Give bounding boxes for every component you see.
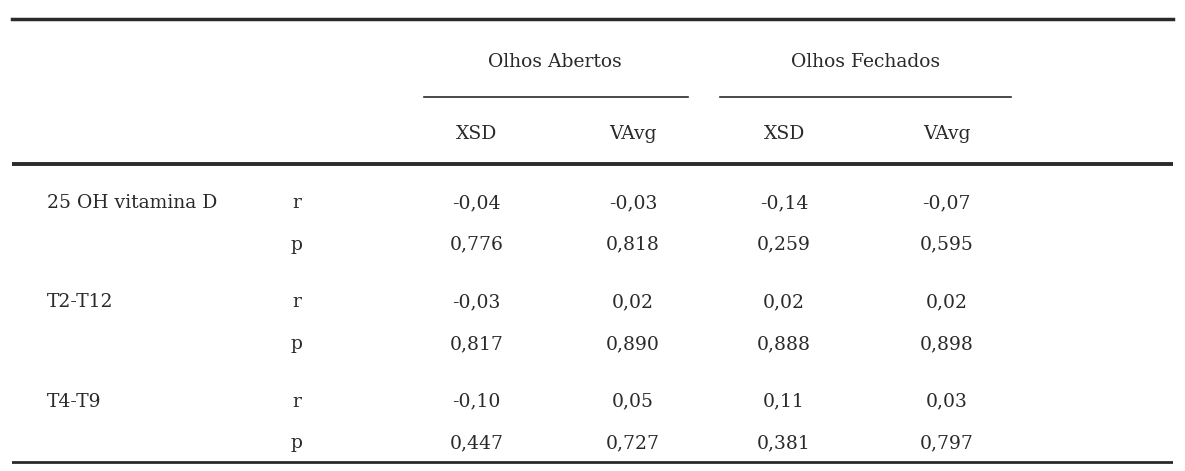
Text: Olhos Abertos: Olhos Abertos (488, 53, 622, 72)
Text: 0,02: 0,02 (925, 293, 968, 311)
Text: 0,259: 0,259 (757, 236, 811, 254)
Text: -0,04: -0,04 (453, 194, 500, 212)
Text: VAvg: VAvg (923, 125, 971, 143)
Text: -0,03: -0,03 (453, 293, 500, 311)
Text: -0,07: -0,07 (922, 194, 971, 212)
Text: r: r (292, 293, 301, 311)
Text: 0,595: 0,595 (920, 236, 974, 254)
Text: 0,02: 0,02 (763, 293, 805, 311)
Text: 0,818: 0,818 (607, 236, 660, 254)
Text: 25 OH vitamina D: 25 OH vitamina D (46, 194, 217, 212)
Text: 0,888: 0,888 (757, 335, 811, 353)
Text: 0,898: 0,898 (920, 335, 974, 353)
Text: 0,447: 0,447 (449, 434, 504, 452)
Text: 0,11: 0,11 (763, 393, 805, 411)
Text: p: p (290, 335, 302, 353)
Text: VAvg: VAvg (609, 125, 656, 143)
Text: p: p (290, 236, 302, 254)
Text: 0,05: 0,05 (613, 393, 654, 411)
Text: 0,381: 0,381 (757, 434, 811, 452)
Text: T2-T12: T2-T12 (46, 293, 114, 311)
Text: 0,03: 0,03 (925, 393, 968, 411)
Text: -0,14: -0,14 (760, 194, 808, 212)
Text: 0,727: 0,727 (607, 434, 660, 452)
Text: 0,817: 0,817 (449, 335, 504, 353)
Text: -0,03: -0,03 (609, 194, 658, 212)
Text: r: r (292, 194, 301, 212)
Text: 0,02: 0,02 (613, 293, 654, 311)
Text: -0,10: -0,10 (453, 393, 500, 411)
Text: r: r (292, 393, 301, 411)
Text: 0,776: 0,776 (449, 236, 504, 254)
Text: 0,890: 0,890 (607, 335, 660, 353)
Text: Olhos Fechados: Olhos Fechados (790, 53, 940, 72)
Text: T4-T9: T4-T9 (46, 393, 101, 411)
Text: XSD: XSD (456, 125, 497, 143)
Text: 0,797: 0,797 (920, 434, 974, 452)
Text: p: p (290, 434, 302, 452)
Text: XSD: XSD (763, 125, 805, 143)
